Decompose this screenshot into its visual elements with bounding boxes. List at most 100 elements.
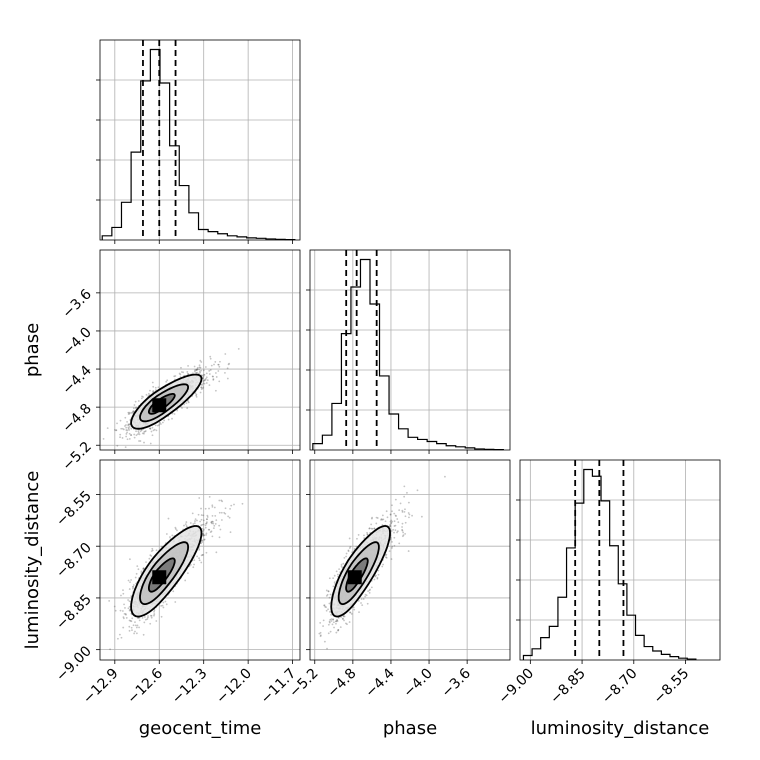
sample-point: [115, 429, 118, 432]
sample-point: [202, 376, 204, 379]
sample-point: [335, 622, 337, 625]
sample-point: [169, 536, 171, 538]
sample-point: [212, 527, 215, 530]
sample-point: [347, 549, 350, 552]
sample-point: [136, 565, 139, 568]
sample-point: [151, 391, 154, 393]
sample-point: [366, 602, 369, 605]
sample-point: [196, 366, 199, 369]
sample-point: [144, 430, 147, 432]
sample-point: [342, 615, 345, 618]
labels-layer: −12.9 −12.6 −12.3 −12.0 −11.7geocent_time−5.…: [22, 286, 709, 739]
sample-point: [124, 425, 126, 427]
sample-point: [229, 531, 232, 534]
sample-point: [148, 557, 151, 560]
sample-point: [338, 568, 341, 571]
sample-point: [161, 604, 164, 607]
sample-point: [384, 554, 387, 557]
sample-point: [162, 601, 165, 604]
sample-point: [353, 608, 356, 611]
sample-point: [218, 511, 221, 514]
sample-point: [345, 555, 347, 558]
sample-point: [227, 515, 230, 518]
sample-point: [130, 620, 133, 623]
sample-point: [193, 563, 195, 566]
sample-point: [380, 518, 382, 521]
sample-point: [393, 520, 396, 523]
sample-point: [120, 636, 123, 639]
sample-point: [224, 371, 226, 374]
sample-point: [127, 411, 130, 414]
sample-point: [128, 600, 131, 603]
sample-point: [156, 424, 159, 427]
sample-point: [336, 619, 339, 622]
sample-point: [183, 524, 185, 527]
sample-point: [213, 506, 216, 509]
sample-point: [196, 368, 199, 371]
density-peak: [152, 570, 167, 585]
sample-point: [198, 497, 201, 499]
sample-point: [385, 553, 388, 556]
sample-point: [129, 619, 132, 622]
sample-point: [333, 581, 336, 584]
sample-point: [380, 518, 383, 520]
sample-point: [130, 434, 133, 437]
sample-point: [368, 527, 371, 530]
sample-point: [132, 587, 134, 590]
sample-point: [120, 594, 122, 597]
sample-point: [128, 426, 131, 428]
sample-point: [341, 617, 344, 620]
sample-point: [196, 371, 199, 374]
sample-point: [125, 617, 128, 619]
sample-point: [172, 590, 175, 593]
sample-point: [138, 433, 141, 436]
sample-point: [360, 598, 363, 600]
sample-point: [393, 531, 395, 534]
sample-point: [136, 433, 139, 436]
sample-point: [402, 534, 405, 536]
sample-point: [322, 619, 325, 622]
sample-point: [200, 514, 203, 516]
sample-point: [368, 591, 371, 594]
sample-point: [227, 363, 230, 366]
sample-point: [126, 420, 128, 423]
sample-point: [388, 550, 391, 553]
sample-point: [193, 559, 196, 562]
y-axis-label-luminosity_distance: luminosity_distance: [22, 471, 43, 650]
sample-point: [353, 547, 356, 550]
sample-point: [115, 429, 118, 432]
sample-point: [401, 528, 404, 531]
sample-point: [332, 585, 335, 588]
panel-content: [102, 347, 240, 449]
sample-point: [122, 617, 125, 620]
sample-point: [215, 519, 218, 522]
sample-point: [171, 417, 173, 420]
sample-point: [209, 369, 212, 371]
x-tick-label-luminosity_distance: −9.00: [496, 666, 538, 708]
sample-point: [362, 598, 365, 600]
sample-point: [407, 512, 410, 514]
sample-point: [376, 576, 379, 579]
sample-point: [147, 616, 149, 619]
x-tick-label-phase: −4.0: [401, 666, 436, 701]
sample-point: [185, 521, 188, 523]
contour-line: [130, 373, 203, 430]
sample-point: [318, 632, 321, 635]
sample-point: [151, 434, 154, 437]
sample-point: [206, 518, 208, 521]
sample-point: [375, 522, 378, 525]
sample-point: [124, 607, 126, 609]
sample-point: [183, 403, 186, 406]
sample-point: [396, 531, 398, 534]
sample-point: [208, 384, 211, 387]
sample-point: [328, 602, 331, 605]
histogram-panel-phase: [306, 249, 511, 454]
x-tick-label-phase: −3.6: [439, 665, 474, 700]
sample-point: [135, 434, 138, 437]
sample-point: [206, 516, 209, 518]
sample-point: [150, 430, 153, 433]
sample-point: [166, 379, 169, 382]
sample-point: [210, 521, 213, 523]
sample-point: [202, 533, 204, 535]
sample-point: [331, 623, 334, 626]
